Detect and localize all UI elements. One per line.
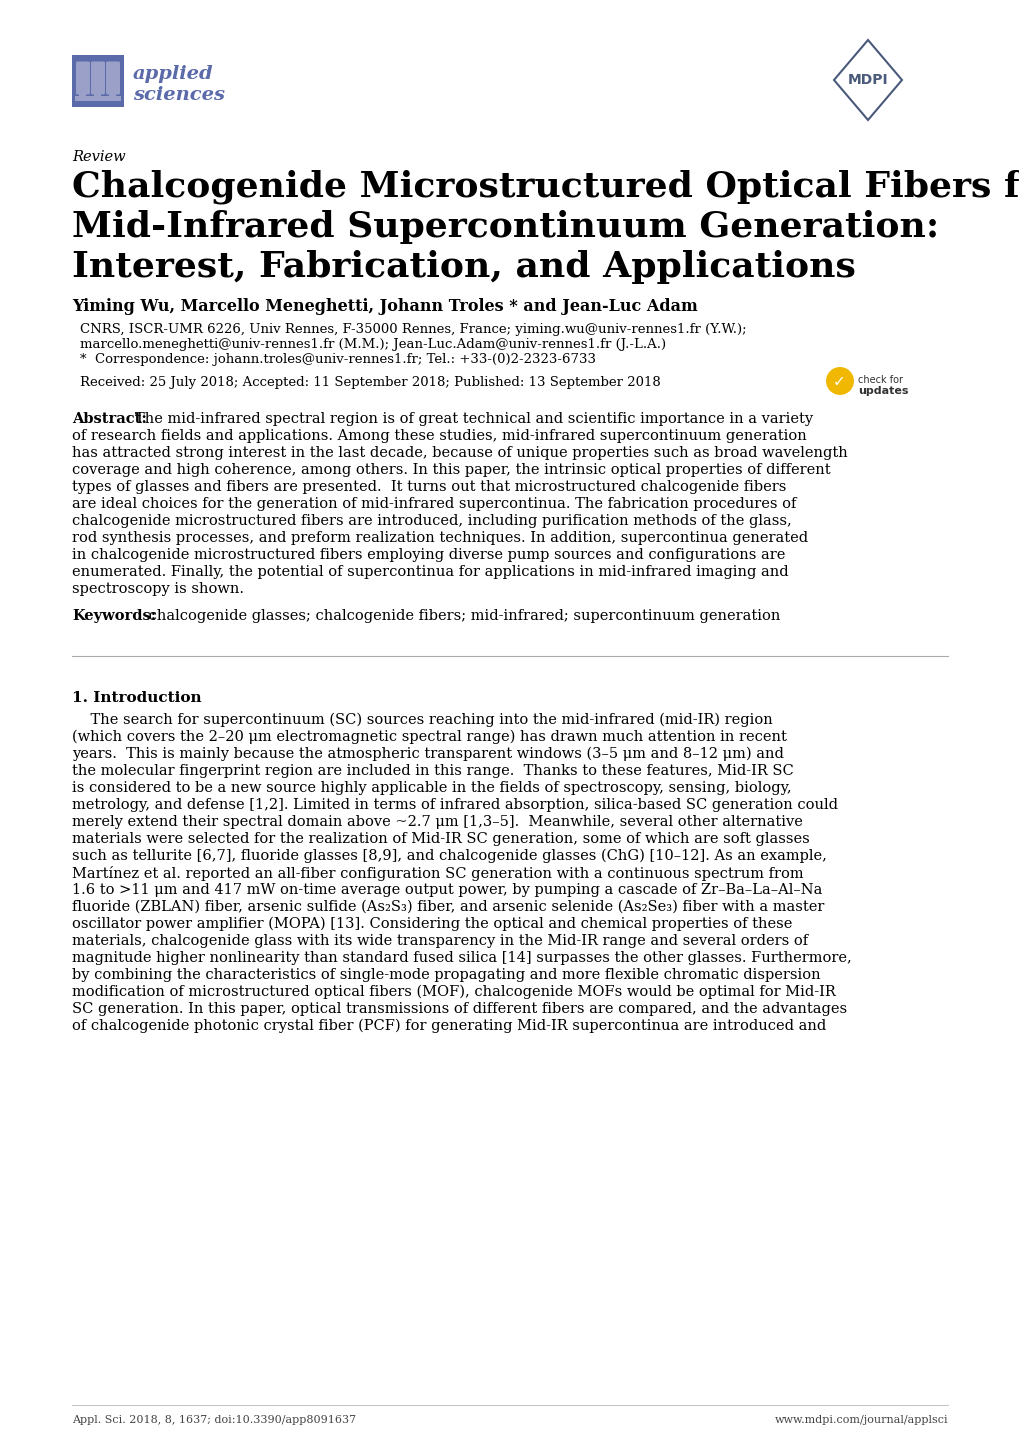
Text: sciences: sciences	[132, 87, 225, 104]
Text: CNRS, ISCR-UMR 6226, Univ Rennes, F-35000 Rennes, France; yiming.wu@univ-rennes1: CNRS, ISCR-UMR 6226, Univ Rennes, F-3500…	[79, 323, 746, 336]
Text: materials were selected for the realization of Mid-IR SC generation, some of whi: materials were selected for the realizat…	[72, 832, 809, 846]
Text: Mid-Infrared Supercontinuum Generation:: Mid-Infrared Supercontinuum Generation:	[72, 211, 938, 244]
Text: Review: Review	[72, 150, 125, 164]
Text: Received: 25 July 2018; Accepted: 11 September 2018; Published: 13 September 201: Received: 25 July 2018; Accepted: 11 Sep…	[79, 376, 660, 389]
Text: 1. Introduction: 1. Introduction	[72, 691, 202, 705]
Text: The search for supercontinuum (SC) sources reaching into the mid-infrared (mid-I: The search for supercontinuum (SC) sourc…	[72, 712, 772, 727]
Text: (which covers the 2–20 μm electromagnetic spectral range) has drawn much attenti: (which covers the 2–20 μm electromagneti…	[72, 730, 786, 744]
FancyBboxPatch shape	[79, 91, 87, 99]
Text: fluoride (ZBLAN) fiber, arsenic sulfide (As₂S₃) fiber, and arsenic selenide (As₂: fluoride (ZBLAN) fiber, arsenic sulfide …	[72, 900, 823, 914]
Text: Yiming Wu, Marcello Meneghetti, Johann Troles * and Jean-Luc Adam: Yiming Wu, Marcello Meneghetti, Johann T…	[72, 298, 697, 314]
Text: ✓: ✓	[832, 375, 845, 389]
Text: magnitude higher nonlinearity than standard fused silica [14] surpasses the othe: magnitude higher nonlinearity than stand…	[72, 952, 851, 965]
Text: The mid-infrared spectral region is of great technical and scientific importance: The mid-infrared spectral region is of g…	[135, 412, 812, 425]
Text: has attracted strong interest in the last decade, because of unique properties s: has attracted strong interest in the las…	[72, 446, 847, 460]
Text: applied: applied	[132, 65, 213, 84]
Text: of research fields and applications. Among these studies, mid-infrared supercont: of research fields and applications. Amo…	[72, 430, 806, 443]
Text: Martínez et al. reported an all-fiber configuration SC generation with a continu: Martínez et al. reported an all-fiber co…	[72, 867, 803, 881]
Text: rod synthesis processes, and preform realization techniques. In addition, superc: rod synthesis processes, and preform rea…	[72, 531, 807, 545]
Text: SC generation. In this paper, optical transmissions of different fibers are comp: SC generation. In this paper, optical tr…	[72, 1002, 847, 1017]
FancyBboxPatch shape	[106, 62, 120, 95]
Text: the molecular fingerprint region are included in this range.  Thanks to these fe: the molecular fingerprint region are inc…	[72, 764, 793, 779]
Text: of chalcogenide photonic crystal fiber (PCF) for generating Mid-IR supercontinua: of chalcogenide photonic crystal fiber (…	[72, 1019, 825, 1034]
Text: is considered to be a new source highly applicable in the fields of spectroscopy: is considered to be a new source highly …	[72, 782, 791, 795]
Text: Chalcogenide Microstructured Optical Fibers for: Chalcogenide Microstructured Optical Fib…	[72, 170, 1019, 205]
Text: updates: updates	[857, 386, 908, 397]
Text: chalcogenide glasses; chalcogenide fibers; mid-infrared; supercontinuum generati: chalcogenide glasses; chalcogenide fiber…	[144, 609, 780, 623]
Text: www.mdpi.com/journal/applsci: www.mdpi.com/journal/applsci	[773, 1415, 947, 1425]
Text: oscillator power amplifier (MOPA) [13]. Considering the optical and chemical pro: oscillator power amplifier (MOPA) [13]. …	[72, 917, 792, 932]
Text: Keywords:: Keywords:	[72, 609, 156, 623]
Text: types of glasses and fibers are presented.  It turns out that microstructured ch: types of glasses and fibers are presente…	[72, 480, 786, 495]
Text: by combining the characteristics of single-mode propagating and more flexible ch: by combining the characteristics of sing…	[72, 968, 820, 982]
Text: Appl. Sci. 2018, 8, 1637; doi:10.3390/app8091637: Appl. Sci. 2018, 8, 1637; doi:10.3390/ap…	[72, 1415, 356, 1425]
Circle shape	[825, 368, 853, 395]
Text: check for: check for	[857, 375, 902, 385]
Text: are ideal choices for the generation of mid-infrared supercontinua. The fabricat: are ideal choices for the generation of …	[72, 497, 796, 510]
Text: such as tellurite [6,7], fluoride glasses [8,9], and chalcogenide glasses (ChG) : such as tellurite [6,7], fluoride glasse…	[72, 849, 826, 864]
FancyBboxPatch shape	[75, 97, 121, 101]
Text: chalcogenide microstructured fibers are introduced, including purification metho: chalcogenide microstructured fibers are …	[72, 513, 791, 528]
Text: in chalcogenide microstructured fibers employing diverse pump sources and config: in chalcogenide microstructured fibers e…	[72, 548, 785, 562]
Text: merely extend their spectral domain above ~2.7 μm [1,3–5].  Meanwhile, several o: merely extend their spectral domain abov…	[72, 815, 802, 829]
Text: materials, chalcogenide glass with its wide transparency in the Mid-IR range and: materials, chalcogenide glass with its w…	[72, 934, 807, 947]
Text: metrology, and defense [1,2]. Limited in terms of infrared absorption, silica-ba: metrology, and defense [1,2]. Limited in…	[72, 797, 838, 812]
Text: *  Correspondence: johann.troles@univ-rennes1.fr; Tel.: +33-(0)2-2323-6733: * Correspondence: johann.troles@univ-ren…	[79, 353, 595, 366]
Text: coverage and high coherence, among others. In this paper, the intrinsic optical : coverage and high coherence, among other…	[72, 463, 829, 477]
Text: Interest, Fabrication, and Applications: Interest, Fabrication, and Applications	[72, 249, 855, 284]
Text: spectroscopy is shown.: spectroscopy is shown.	[72, 583, 244, 596]
FancyBboxPatch shape	[72, 55, 124, 107]
Text: marcello.meneghetti@univ-rennes1.fr (M.M.); Jean-Luc.Adam@univ-rennes1.fr (J.-L.: marcello.meneghetti@univ-rennes1.fr (M.M…	[79, 337, 665, 350]
Text: enumerated. Finally, the potential of supercontinua for applications in mid-infr: enumerated. Finally, the potential of su…	[72, 565, 788, 580]
Text: years.  This is mainly because the atmospheric transparent windows (3–5 μm and 8: years. This is mainly because the atmosp…	[72, 747, 784, 761]
Text: 1.6 to >11 μm and 417 mW on-time average output power, by pumping a cascade of Z: 1.6 to >11 μm and 417 mW on-time average…	[72, 883, 821, 897]
Text: MDPI: MDPI	[847, 74, 888, 87]
FancyBboxPatch shape	[91, 62, 105, 95]
FancyBboxPatch shape	[109, 91, 116, 99]
Text: modification of microstructured optical fibers (MOF), chalcogenide MOFs would be: modification of microstructured optical …	[72, 985, 835, 999]
Text: Abstract:: Abstract:	[72, 412, 147, 425]
FancyBboxPatch shape	[95, 91, 102, 99]
FancyBboxPatch shape	[76, 62, 90, 95]
